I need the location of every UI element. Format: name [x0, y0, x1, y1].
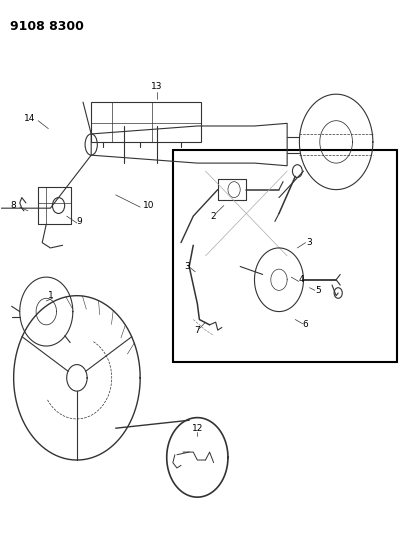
Text: 9108 8300: 9108 8300: [9, 20, 83, 33]
Text: 8: 8: [11, 201, 16, 210]
Text: 3: 3: [184, 262, 190, 271]
Text: 14: 14: [24, 114, 36, 123]
Text: 4: 4: [299, 275, 304, 284]
Text: 7: 7: [194, 326, 200, 335]
Text: 9: 9: [76, 217, 82, 226]
Text: 6: 6: [302, 320, 308, 329]
Text: 3: 3: [307, 238, 312, 247]
Bar: [173, 150, 397, 362]
Text: 12: 12: [192, 424, 203, 433]
Text: 1: 1: [48, 291, 53, 300]
Text: 2: 2: [211, 212, 217, 221]
Text: 5: 5: [315, 286, 321, 295]
Text: 13: 13: [151, 82, 162, 91]
Text: 10: 10: [143, 201, 154, 210]
